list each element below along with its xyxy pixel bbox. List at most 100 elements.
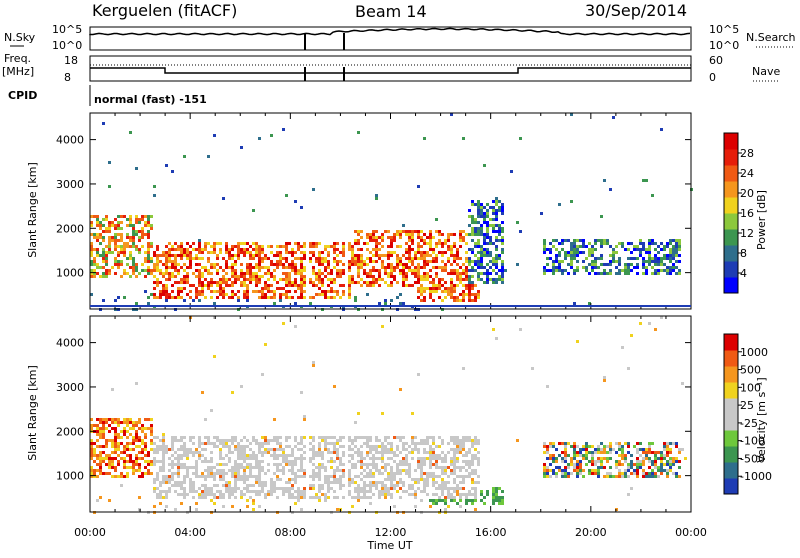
heatmap-cell — [225, 260, 228, 263]
heatmap-cell — [441, 469, 444, 472]
heatmap-cell — [390, 266, 393, 269]
heatmap-cell — [147, 221, 150, 224]
heatmap-cell — [378, 472, 381, 475]
heatmap-cell — [474, 227, 477, 230]
heatmap-cell — [618, 263, 621, 266]
heatmap-cell — [420, 266, 423, 269]
heatmap-cell — [174, 472, 177, 475]
heatmap-cell — [498, 496, 501, 499]
heatmap-cell — [132, 257, 135, 260]
heatmap-cell — [291, 454, 294, 457]
heatmap-cell — [612, 251, 615, 254]
heatmap-cell — [651, 469, 654, 472]
heatmap-cell — [417, 463, 420, 466]
heatmap-cell — [606, 472, 609, 475]
heatmap-cell — [468, 475, 471, 478]
heatmap-cell — [555, 269, 558, 272]
heatmap-cell — [303, 290, 306, 293]
heatmap-cell — [450, 287, 453, 290]
heatmap-cell — [489, 278, 492, 281]
heatmap-cell — [285, 284, 288, 287]
heatmap-cell — [297, 490, 300, 493]
heatmap-cell — [168, 248, 171, 251]
heatmap-cell — [114, 421, 117, 424]
heatmap-cell — [570, 251, 573, 254]
heatmap-cell — [576, 454, 579, 457]
heatmap-cell — [159, 493, 162, 496]
velocity-colorbar-label: Velocity [m s⁻¹] — [755, 377, 768, 462]
heatmap-cell — [309, 484, 312, 487]
heatmap-cell — [183, 448, 186, 451]
heatmap-cell — [444, 457, 447, 460]
heatmap-cell — [390, 451, 393, 454]
heatmap-cell — [240, 466, 243, 469]
heatmap-cell — [450, 460, 453, 463]
heatmap-cell — [300, 206, 303, 209]
heatmap-cell — [480, 227, 483, 230]
heatmap-cell — [405, 454, 408, 457]
heatmap-cell — [381, 236, 384, 239]
heatmap-cell — [378, 302, 381, 305]
heatmap-cell — [108, 466, 111, 469]
heatmap-cell — [381, 466, 384, 469]
heatmap-cell — [90, 445, 93, 448]
heatmap-cell — [129, 466, 132, 469]
heatmap-cell — [360, 451, 363, 454]
heatmap-cell — [246, 251, 249, 254]
heatmap-cell — [408, 257, 411, 260]
heatmap-cell — [336, 242, 339, 245]
heatmap-cell — [225, 442, 228, 445]
heatmap-cell — [126, 466, 129, 469]
heatmap-cell — [189, 490, 192, 493]
heatmap-cell — [447, 260, 450, 263]
heatmap-cell — [222, 475, 225, 478]
heatmap-cell — [456, 269, 459, 272]
heatmap-cell — [351, 496, 354, 499]
heatmap-cell — [132, 236, 135, 239]
heatmap-cell — [333, 278, 336, 281]
heatmap-cell — [552, 272, 555, 275]
heatmap-cell — [171, 484, 174, 487]
heatmap-cell — [252, 466, 255, 469]
heatmap-cell — [147, 463, 150, 466]
heatmap-cell — [240, 493, 243, 496]
heatmap-cell — [453, 287, 456, 290]
heatmap-cell — [591, 451, 594, 454]
heatmap-cell — [267, 442, 270, 445]
heatmap-cell — [165, 260, 168, 263]
heatmap-cell — [669, 239, 672, 242]
heatmap-cell — [618, 475, 621, 478]
heatmap-cell — [318, 257, 321, 260]
heatmap-cell — [459, 245, 462, 248]
heatmap-cell — [372, 284, 375, 287]
heatmap-cell — [369, 436, 372, 439]
heatmap-cell — [363, 487, 366, 490]
heatmap-cell — [105, 463, 108, 466]
colorbar-swatch — [724, 213, 738, 230]
heatmap-cell — [642, 469, 645, 472]
heatmap-cell — [255, 493, 258, 496]
heatmap-cell — [483, 496, 486, 499]
heatmap-cell — [555, 254, 558, 257]
heatmap-cell — [387, 442, 390, 445]
heatmap-cell — [375, 278, 378, 281]
heatmap-cell — [282, 245, 285, 248]
heatmap-cell — [315, 272, 318, 275]
heatmap-cell — [390, 481, 393, 484]
heatmap-cell — [477, 260, 480, 263]
heatmap-cell — [132, 448, 135, 451]
heatmap-cell — [444, 502, 447, 505]
heatmap-cell — [423, 478, 426, 481]
heatmap-cell — [120, 248, 123, 251]
heatmap-cell — [315, 472, 318, 475]
heatmap-cell — [609, 466, 612, 469]
heatmap-cell — [354, 481, 357, 484]
heatmap-cell — [111, 266, 114, 269]
heatmap-cell — [333, 245, 336, 248]
heatmap-cell — [192, 299, 195, 302]
heatmap-cell — [450, 493, 453, 496]
heatmap-cell — [333, 281, 336, 284]
heatmap-cell — [252, 278, 255, 281]
heatmap-cell — [309, 496, 312, 499]
heatmap-cell — [279, 454, 282, 457]
